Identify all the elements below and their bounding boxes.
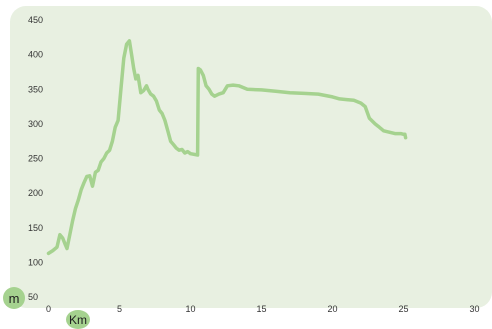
x-tick-label: 30	[469, 304, 479, 314]
y-tick-label: 50	[28, 292, 38, 302]
x-tick-label: 20	[327, 304, 337, 314]
elevation-line	[46, 39, 408, 256]
y-axis-label: m	[3, 287, 25, 309]
x-axis-label: Km	[66, 310, 90, 329]
chart-panel	[10, 6, 492, 308]
y-tick-label: 300	[28, 119, 43, 129]
y-axis-ticks: 50 100 150 200 250 300 350 400 450	[28, 15, 43, 302]
x-tick-label: 25	[398, 304, 408, 314]
y-tick-label: 350	[28, 84, 43, 94]
x-axis-ticks: 0 5 10 15 20 25 30	[46, 304, 480, 314]
y-tick-label: 150	[28, 223, 43, 233]
x-tick-label: 0	[46, 304, 51, 314]
x-tick-label: 15	[256, 304, 266, 314]
x-tick-label: 10	[185, 304, 195, 314]
y-tick-label: 450	[28, 15, 43, 25]
y-tick-label: 400	[28, 50, 43, 60]
x-tick-label: 5	[117, 304, 122, 314]
y-tick-label: 250	[28, 154, 43, 164]
y-tick-label: 100	[28, 257, 43, 267]
y-tick-label: 200	[28, 188, 43, 198]
